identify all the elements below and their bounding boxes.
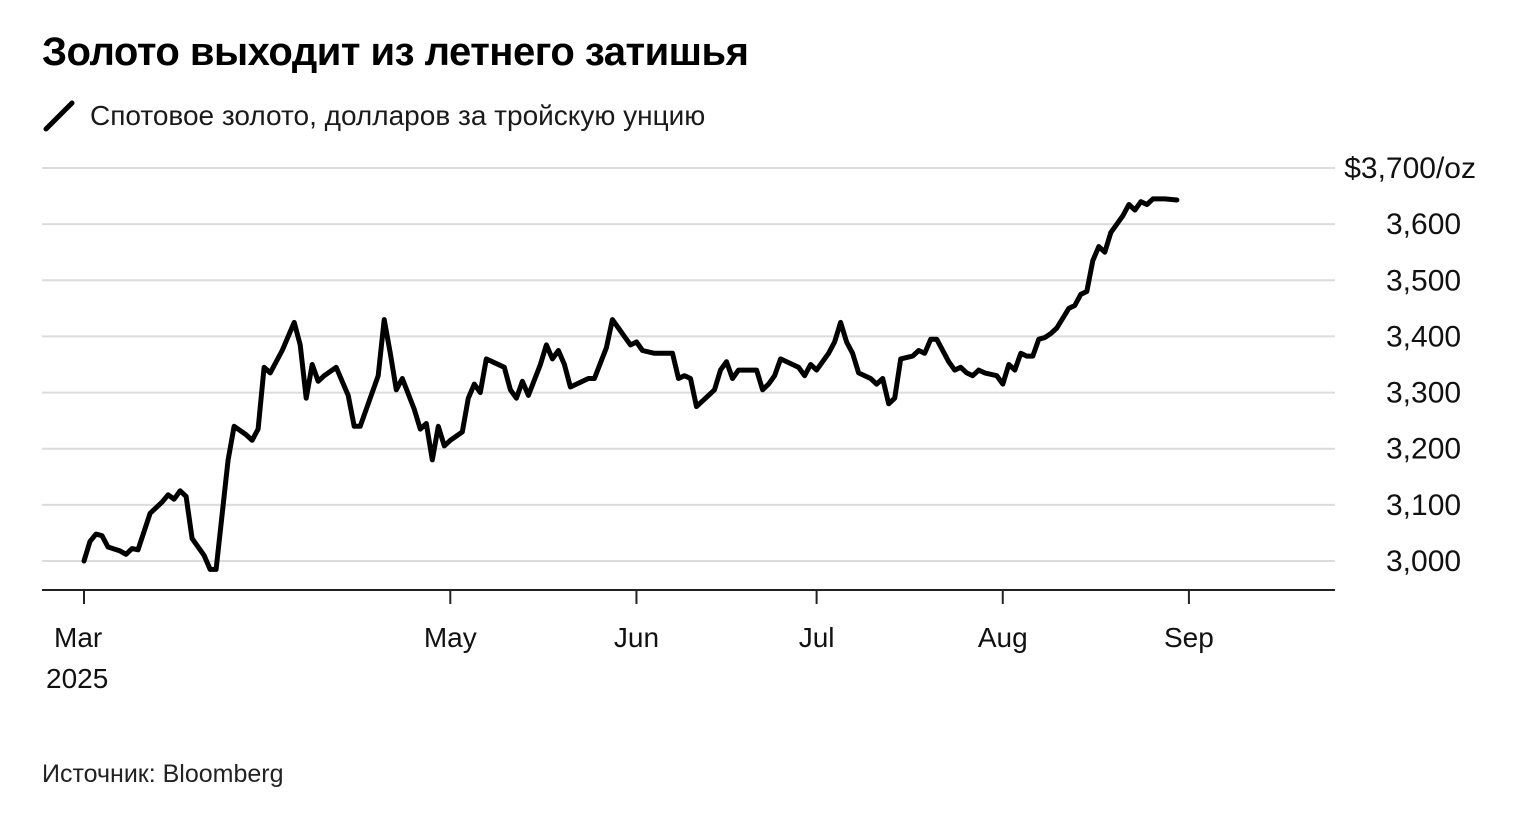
x-tick-label: Aug bbox=[978, 622, 1028, 653]
source-note: Источник: Bloomberg bbox=[42, 760, 284, 788]
y-tick-label: 3,100 bbox=[1386, 489, 1461, 522]
x-tick-label: Jun bbox=[614, 622, 659, 653]
legend: Спотовое золото, долларов за тройскую ун… bbox=[42, 96, 705, 136]
y-tick-label: 3,600 bbox=[1386, 208, 1461, 241]
y-tick-label: 3,200 bbox=[1386, 433, 1461, 466]
x-tick-label: May bbox=[424, 622, 477, 653]
x-tick-label: Sep bbox=[1164, 622, 1214, 653]
legend-label: Спотовое золото, долларов за тройскую ун… bbox=[90, 100, 706, 131]
series-line bbox=[81, 196, 1180, 572]
line-swatch-icon bbox=[43, 100, 75, 132]
chart-title: Золото выходит из летнего затишья bbox=[42, 30, 749, 74]
y-tick-label: 3,400 bbox=[1386, 320, 1461, 353]
x-tick-year-label: 2025 bbox=[46, 663, 108, 694]
x-tick-label: Mar bbox=[54, 622, 102, 653]
y-tick-label: 3,300 bbox=[1386, 377, 1461, 410]
x-tick-label: Jul bbox=[799, 622, 835, 653]
y-tick-label: $3,700/oz bbox=[1344, 152, 1476, 185]
y-tick-label: 3,000 bbox=[1386, 545, 1461, 578]
y-tick-label: 3,500 bbox=[1386, 264, 1461, 297]
